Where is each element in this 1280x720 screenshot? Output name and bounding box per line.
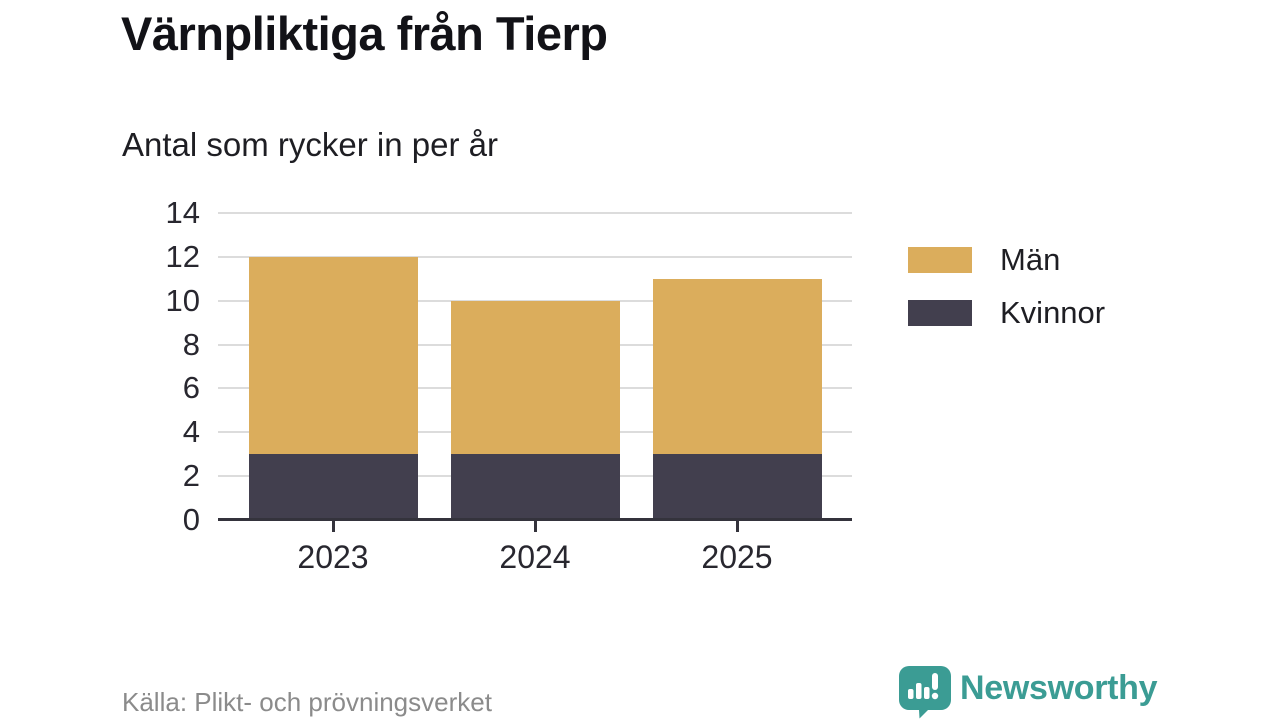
y-axis-tick-label: 4	[182, 414, 200, 450]
legend-swatch-kvinnor	[908, 300, 972, 326]
bar-segment-kvinnor-2023	[248, 454, 418, 520]
bar-segment-män-2024	[450, 300, 620, 455]
legend: Män Kvinnor	[908, 244, 1105, 350]
legend-item-kvinnor: Kvinnor	[908, 297, 1105, 329]
legend-item-män: Män	[908, 244, 1105, 276]
x-axis-tick-label: 2024	[499, 539, 571, 575]
legend-label: Män	[1000, 242, 1061, 277]
y-axis-tick-label: 2	[182, 458, 200, 494]
y-axis-tick-label: 10	[165, 282, 200, 318]
x-axis-line	[218, 518, 852, 521]
bar-chart-speech-bubble-icon	[899, 666, 951, 719]
bar-segment-kvinnor-2024	[450, 454, 620, 520]
y-axis-tick-label: 6	[182, 370, 200, 406]
y-axis-tick-label: 14	[165, 195, 200, 230]
x-axis-tick-label: 2025	[701, 539, 773, 575]
y-axis-tick-label: 8	[182, 326, 200, 362]
legend-label: Kvinnor	[1000, 295, 1106, 330]
gridline	[218, 212, 852, 214]
bar-segment-kvinnor-2025	[652, 454, 822, 520]
x-axis-tick	[735, 521, 739, 532]
legend-swatch-män	[908, 247, 972, 273]
bar-segment-män-2023	[248, 256, 418, 455]
x-axis-tick	[533, 521, 537, 532]
y-axis-tick-label: 0	[182, 502, 200, 537]
y-axis-tick-label: 12	[165, 238, 200, 274]
x-axis-tick-label: 2023	[297, 539, 369, 575]
brand-name: Newsworthy	[960, 668, 1158, 707]
chart-subtitle: Antal som rycker in per år	[122, 126, 498, 163]
chart-title: Värnpliktiga från Tierp	[121, 7, 608, 60]
source-attribution: Källa: Plikt- och prövningsverket	[122, 687, 492, 717]
gridline	[218, 255, 852, 258]
newsworthy-brand: Newsworthy	[898, 665, 1158, 719]
bar-segment-män-2025	[652, 278, 822, 455]
x-axis-tick	[331, 521, 335, 532]
